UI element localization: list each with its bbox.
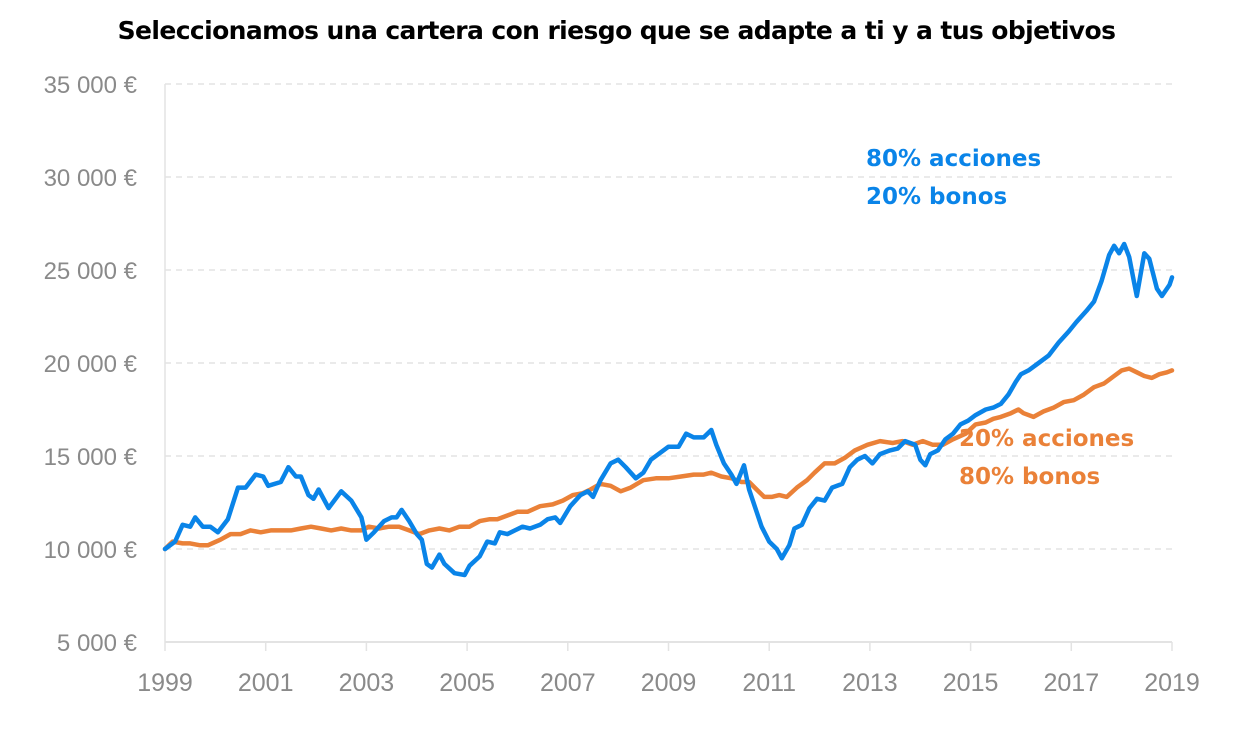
- series-label-conservative: 80% bonos: [959, 464, 1100, 490]
- series-label-aggressive: 20% bonos: [866, 184, 1007, 210]
- x-tick-label: 2007: [540, 669, 596, 697]
- x-tick-label: 2011: [742, 669, 796, 697]
- series-lines: [162, 241, 1175, 578]
- series-label-conservative: 20% acciones: [959, 426, 1134, 452]
- series-line-conservative: [162, 366, 1175, 552]
- chart-title: Seleccionamos una cartera con riesgo que…: [117, 16, 1116, 45]
- x-tick-label: 2015: [943, 669, 999, 697]
- x-tick-label: 2009: [641, 669, 697, 697]
- x-tick-label: 1999: [137, 669, 193, 697]
- y-tick-label: 35 000 €: [44, 72, 138, 99]
- series-line-aggressive: [162, 241, 1175, 578]
- series-annotations: 80% acciones 20% bonos 20% acciones 80% bon…: [866, 146, 1134, 490]
- x-tick-label: 2001: [238, 669, 294, 697]
- y-tick-label: 20 000 €: [44, 351, 138, 378]
- y-tick-label: 10 000 €: [44, 537, 138, 564]
- x-tick-label: 2017: [1043, 669, 1099, 697]
- x-tick-label: 2003: [339, 669, 395, 697]
- x-tick-label: 2013: [842, 669, 898, 697]
- x-tick-label: 2005: [439, 669, 495, 697]
- y-tick-label: 25 000 €: [44, 258, 138, 285]
- y-axis-ticks: 5 000 € 10 000 € 15 000 € 20 000 € 25 000 € 3…: [44, 72, 138, 657]
- series-label-aggressive: 80% acciones: [866, 146, 1041, 172]
- x-axis-ticks: 1999 2001 2003 2005 2007 2009 2011 2013 2015 2017…: [137, 642, 1200, 697]
- x-tick-label: 2019: [1144, 669, 1200, 697]
- y-tick-label: 5 000 €: [57, 630, 138, 657]
- y-tick-label: 30 000 €: [44, 165, 138, 192]
- y-tick-label: 15 000 €: [44, 444, 138, 471]
- gridlines: [165, 83, 1172, 550]
